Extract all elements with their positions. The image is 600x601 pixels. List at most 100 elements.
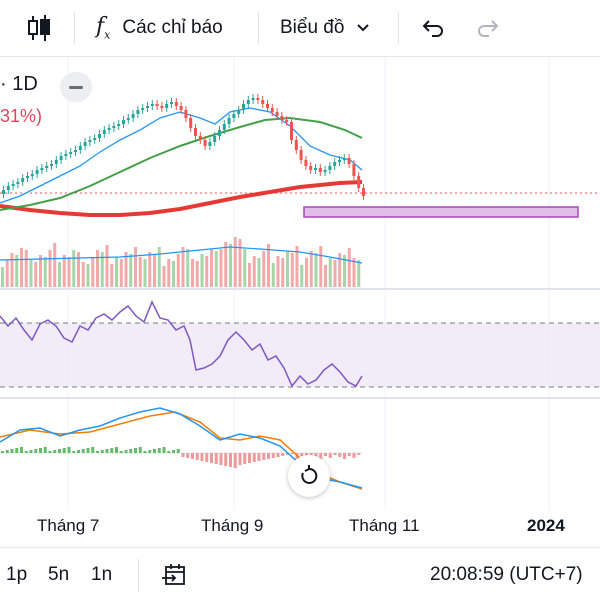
candle-body [290, 122, 293, 140]
volume-bar [267, 244, 270, 287]
macd-histogram-bar [271, 453, 275, 458]
volume-bar [20, 248, 23, 287]
time-label: Tháng 9 [201, 516, 264, 535]
range-button[interactable]: 1p [6, 563, 28, 585]
candlestick-icon[interactable] [26, 0, 52, 56]
macd-histogram-bar [214, 453, 218, 464]
macd-histogram-bar [248, 453, 251, 463]
candle-body [342, 158, 346, 160]
candle-body [40, 168, 44, 170]
reset-chart-button[interactable] [288, 455, 330, 497]
volume-bar [10, 253, 14, 287]
macd-histogram-bar [39, 448, 42, 453]
candle-body [78, 146, 82, 150]
macd-histogram-bar [119, 451, 123, 453]
time-label: 2024 [527, 516, 565, 535]
candle-body [198, 136, 202, 140]
volume-bar [328, 258, 332, 287]
candle-body [318, 168, 322, 172]
volume-bar [214, 251, 218, 287]
candle-body [6, 186, 10, 190]
volume-ma-line [0, 246, 363, 264]
volume-bar [276, 256, 280, 287]
candle-body [213, 136, 217, 142]
candle-body [170, 102, 173, 104]
macd-histogram-bar [129, 449, 133, 453]
macd-histogram-bar [186, 453, 190, 458]
macd-histogram-bar [238, 453, 242, 465]
macd-histogram-bar [143, 451, 147, 453]
macd-histogram-bar [5, 450, 9, 453]
volume-bar [58, 262, 61, 287]
clock-label[interactable]: 20:08:59 (UTC+7) [430, 563, 583, 585]
candle-body [362, 188, 365, 196]
candle-body [50, 164, 53, 166]
macd-histogram-bar [72, 451, 76, 453]
chart-type-button[interactable]: Biểu đồ [280, 0, 370, 56]
macd-histogram-bar [286, 453, 289, 455]
range-button[interactable]: 1n [91, 563, 113, 585]
candlestick-series [2, 94, 365, 200]
candle-body [275, 112, 279, 116]
volume-bar [77, 252, 80, 287]
candle-body [150, 104, 154, 106]
macd-histogram-bar [252, 453, 256, 462]
volume-bar [248, 263, 251, 287]
chevron-down-icon [357, 24, 370, 32]
candle-body [88, 140, 92, 142]
macd-histogram-bar [148, 450, 152, 453]
macd-histogram-bar [29, 450, 33, 453]
chart-canvas[interactable] [0, 57, 600, 510]
candle-body [338, 160, 341, 162]
macd-histogram-bar [81, 449, 85, 453]
volume-bar [162, 266, 166, 287]
macd-histogram-bar [257, 453, 261, 461]
volume-bar [300, 265, 304, 287]
macd-histogram-bar [77, 450, 80, 453]
macd-histogram-bar [162, 447, 166, 453]
macd-histogram-bar [105, 449, 109, 453]
macd-histogram-bar [243, 453, 247, 464]
range-button[interactable]: 5n [48, 563, 70, 585]
volume-bar [352, 258, 356, 287]
volume-bar [262, 251, 266, 287]
candle-body [222, 124, 226, 130]
volume-bar [224, 242, 228, 287]
symbol-interval-label[interactable]: · 1D [0, 73, 38, 95]
goto-date-button[interactable] [162, 548, 188, 601]
undo-button[interactable] [422, 0, 444, 56]
volume-bar [129, 254, 133, 287]
candle-body [35, 170, 39, 174]
volume-bar [67, 257, 71, 287]
volume-bar [91, 257, 95, 287]
volume-bar [143, 259, 147, 287]
indicators-button[interactable]: fx Các chỉ báo [96, 0, 223, 56]
time-axis[interactable]: Tháng 7 Tháng 9 Tháng 11 2024 [0, 510, 600, 540]
candle-body [280, 116, 284, 120]
volume-bar [5, 260, 9, 287]
macd-histogram-bar [219, 453, 223, 465]
macd-histogram-bar [176, 449, 180, 453]
support-zone-rectangle[interactable] [303, 206, 579, 218]
legend-collapse-button[interactable] [60, 72, 92, 102]
volume-bar [115, 257, 118, 287]
candle-body [59, 156, 63, 160]
volume-bar [338, 253, 342, 287]
time-label: Tháng 7 [37, 516, 100, 535]
macd-histogram-bar [181, 453, 185, 457]
candle-body [251, 98, 255, 100]
macd-histogram-bar [20, 447, 23, 453]
volume-bar [347, 248, 351, 287]
candle-body [189, 118, 193, 128]
candle-body [54, 160, 58, 164]
macd-histogram-bar [15, 448, 19, 453]
macd-histogram-bar [153, 449, 156, 453]
volume-bar [81, 262, 85, 287]
volume-bar [134, 247, 137, 287]
volume-bar [110, 264, 114, 287]
redo-button[interactable] [477, 0, 499, 56]
macd-histogram-bar [53, 450, 57, 453]
candle-body [328, 166, 332, 170]
candle-body [323, 170, 327, 172]
candle-body [246, 100, 250, 104]
